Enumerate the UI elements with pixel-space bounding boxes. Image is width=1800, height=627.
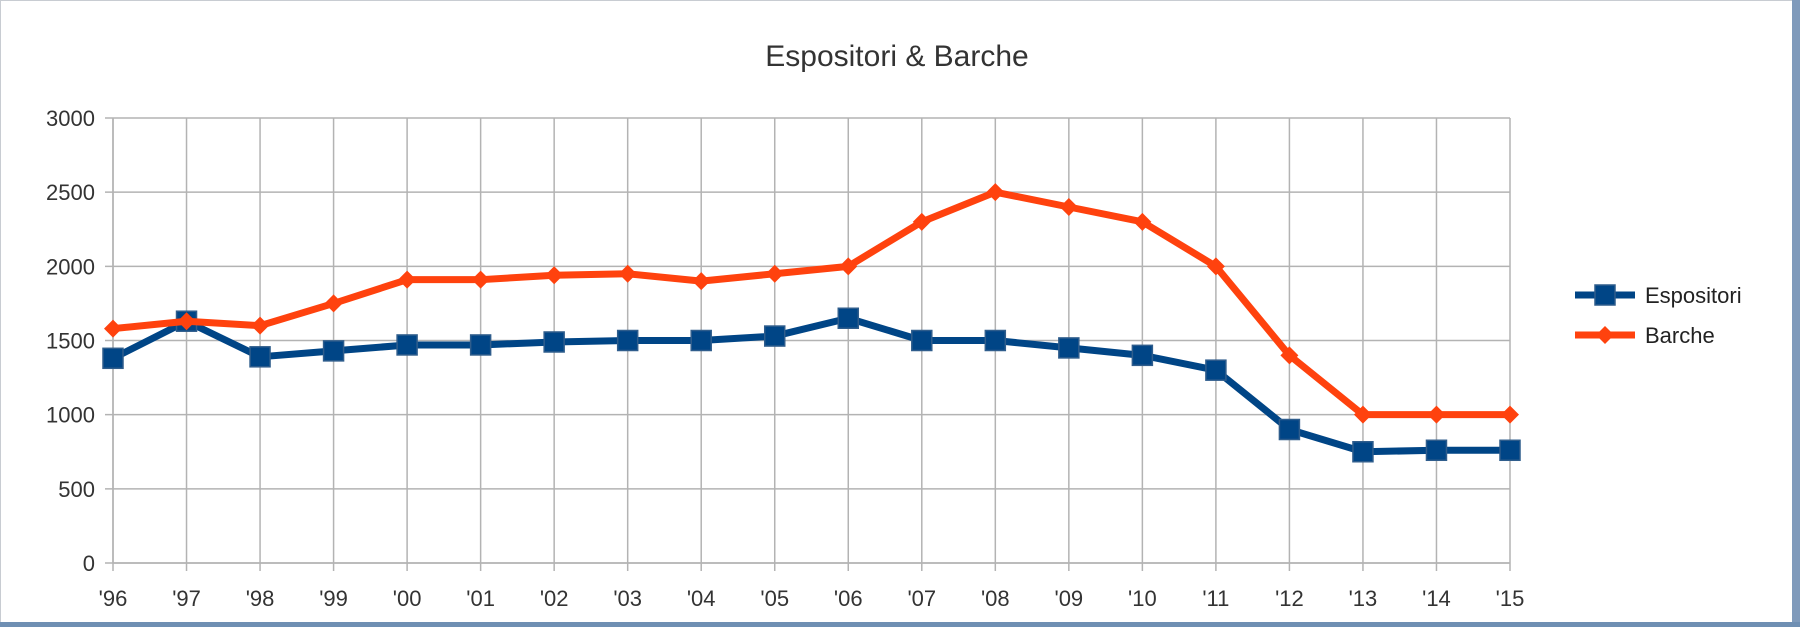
- x-tick-label: '99: [319, 586, 348, 611]
- data-point-barche: [104, 319, 122, 338]
- data-point-espositori: [249, 346, 271, 368]
- series-espositori: [102, 307, 1521, 463]
- data-point-espositori: [763, 325, 786, 347]
- data-point-barche: [1501, 405, 1519, 424]
- data-point-espositori: [396, 334, 418, 356]
- data-point-espositori: [322, 340, 345, 362]
- series-barche: [104, 183, 1519, 424]
- data-point-espositori: [1425, 439, 1448, 462]
- data-point-barche: [471, 270, 490, 289]
- data-point-espositori: [1058, 337, 1080, 359]
- legend-marker-espositori: [1594, 284, 1616, 306]
- data-point-barche: [986, 183, 1005, 202]
- x-tick-label: '04: [687, 586, 716, 611]
- data-point-barche: [545, 266, 564, 285]
- x-tick-label: '98: [246, 586, 275, 611]
- x-tick-label: '13: [1349, 586, 1378, 611]
- data-point-espositori: [690, 329, 712, 352]
- window-edge-right: [1792, 0, 1800, 627]
- series-group: [102, 183, 1521, 463]
- data-point-barche: [1133, 212, 1152, 231]
- legend-label-espositori: Espositori: [1645, 283, 1742, 308]
- data-point-barche: [765, 264, 784, 283]
- x-tick-label: '07: [907, 586, 936, 611]
- legend-marker-barche: [1596, 326, 1614, 344]
- data-point-barche: [324, 294, 343, 313]
- data-point-espositori: [1352, 441, 1374, 463]
- y-tick-label: 3000: [46, 106, 95, 131]
- series-line-barche: [109, 188, 1514, 419]
- data-point-barche: [1280, 346, 1299, 365]
- y-tick-label: 2000: [46, 254, 95, 279]
- data-point-espositori: [1499, 439, 1521, 462]
- x-tick-label: '11: [1202, 586, 1229, 611]
- x-tick-label: '10: [1128, 586, 1157, 611]
- data-point-espositori: [616, 329, 639, 352]
- x-tick-label: '15: [1496, 586, 1525, 611]
- data-point-barche: [1059, 198, 1078, 216]
- data-point-barche: [251, 316, 270, 335]
- data-point-barche: [618, 264, 637, 283]
- axes: [112, 118, 1510, 564]
- data-point-barche: [1427, 405, 1446, 424]
- data-point-espositori: [984, 329, 1007, 352]
- data-point-barche: [398, 270, 417, 289]
- x-tick-label: '00: [393, 586, 422, 611]
- legend: Espositori Barche: [1575, 283, 1742, 348]
- data-point-espositori: [1205, 359, 1227, 381]
- data-point-barche: [839, 257, 858, 276]
- x-tick-label: '06: [834, 586, 863, 611]
- y-tick-label: 0: [83, 551, 95, 576]
- data-point-espositori: [1278, 418, 1301, 441]
- x-tick-label: '03: [613, 586, 642, 611]
- x-tick-label: '02: [540, 586, 569, 611]
- window-edge-bottom: [0, 622, 1800, 627]
- x-tick-label: '09: [1055, 586, 1084, 611]
- data-point-espositori: [837, 307, 860, 329]
- data-point-espositori: [102, 347, 124, 370]
- x-axis-ticks: '96 '97 '98 '99 '00 '01 '02 '03 '04 '05 '06 '07 '08 '…: [99, 586, 1525, 611]
- series-line-espositori: [109, 314, 1514, 456]
- x-tick-label: '01: [466, 586, 495, 611]
- x-tick-label: '08: [981, 586, 1010, 611]
- data-point-barche: [912, 212, 931, 231]
- data-point-espositori: [469, 334, 492, 356]
- data-point-barche: [1353, 405, 1372, 424]
- y-tick-label: 1500: [46, 329, 95, 354]
- legend-label-barche: Barche: [1645, 323, 1715, 348]
- data-point-barche: [1206, 257, 1225, 276]
- y-tick-label: 500: [58, 477, 95, 502]
- data-point-espositori: [543, 331, 565, 353]
- chart-title: Espositori & Barche: [765, 40, 1028, 73]
- x-tick-label: '97: [172, 586, 201, 611]
- y-tick-label: 1000: [46, 403, 95, 428]
- x-tick-label: '14: [1422, 586, 1451, 611]
- data-point-barche: [692, 272, 711, 291]
- y-axis-ticks: 0 500 1000 1500 2000 2500 3000: [46, 106, 95, 576]
- data-point-barche: [177, 312, 196, 331]
- data-point-espositori: [911, 329, 933, 352]
- y-tick-label: 2500: [46, 180, 95, 205]
- data-point-espositori: [1131, 344, 1154, 367]
- x-tick-label: '05: [760, 586, 789, 611]
- x-tick-label: '12: [1275, 586, 1304, 611]
- grid-lines: [105, 117, 1511, 571]
- x-tick-label: '96: [99, 586, 128, 611]
